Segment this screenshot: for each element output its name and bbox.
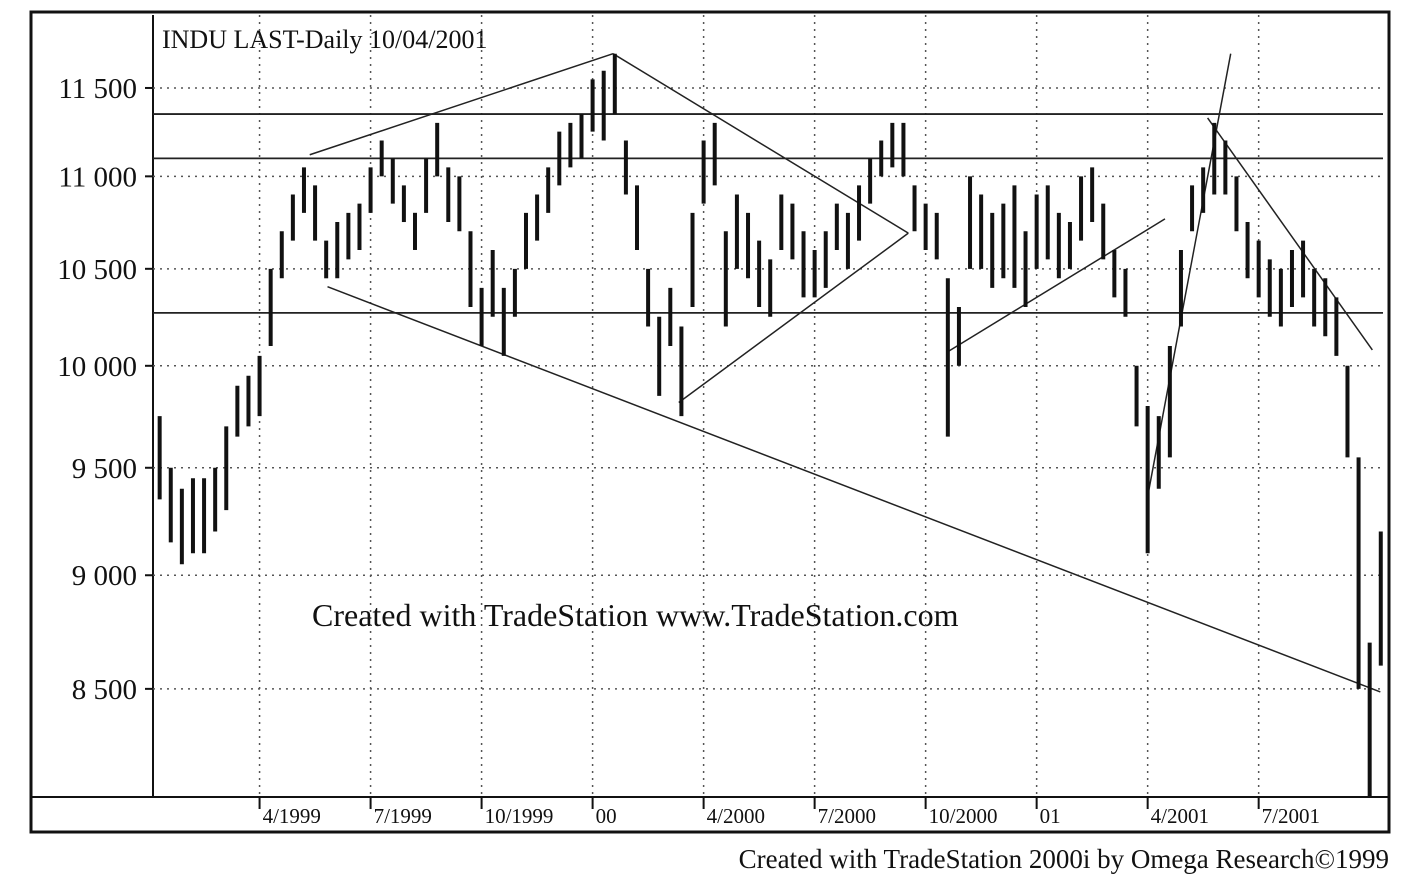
x-tick-label: 4/2001 xyxy=(1151,804,1209,828)
trend-line xyxy=(678,232,909,404)
plot-area: 8 500 9 000 9 500 10 000 10 500 11 000 11 500 4… xyxy=(57,15,1383,828)
trend-line xyxy=(1206,117,1373,351)
trend-line xyxy=(309,52,614,156)
x-tick-label: 01 xyxy=(1040,804,1061,828)
y-tick-label: 9 500 xyxy=(72,453,137,485)
y-tick-label: 10 000 xyxy=(57,351,137,383)
trend-line xyxy=(1146,53,1232,497)
y-tick-label: 8 500 xyxy=(72,674,137,706)
footer: Created with TradeStation 2000i by Omega… xyxy=(739,844,1389,874)
x-tick-label: 00 xyxy=(596,804,617,828)
y-tick-label: 11 500 xyxy=(58,73,137,105)
trend-line xyxy=(946,218,1166,354)
watermark: Created with TradeStation www.TradeStati… xyxy=(312,597,959,633)
x-tick-label: 10/2000 xyxy=(929,804,998,828)
chart-title: INDU LAST-Daily 10/04/2001 xyxy=(162,25,487,54)
x-tick-label: 4/1999 xyxy=(263,804,321,828)
x-tick-label: 7/2001 xyxy=(1262,804,1320,828)
y-tick-label: 11 000 xyxy=(58,161,137,193)
x-tick-label: 7/2000 xyxy=(818,804,876,828)
x-tick-label: 7/1999 xyxy=(374,804,432,828)
y-tick-label: 9 000 xyxy=(72,560,137,592)
x-tick-label: 4/2000 xyxy=(707,804,765,828)
y-tick-label: 10 500 xyxy=(57,254,137,286)
chart-frame xyxy=(29,10,1391,834)
x-tick-label: 10/1999 xyxy=(485,804,554,828)
